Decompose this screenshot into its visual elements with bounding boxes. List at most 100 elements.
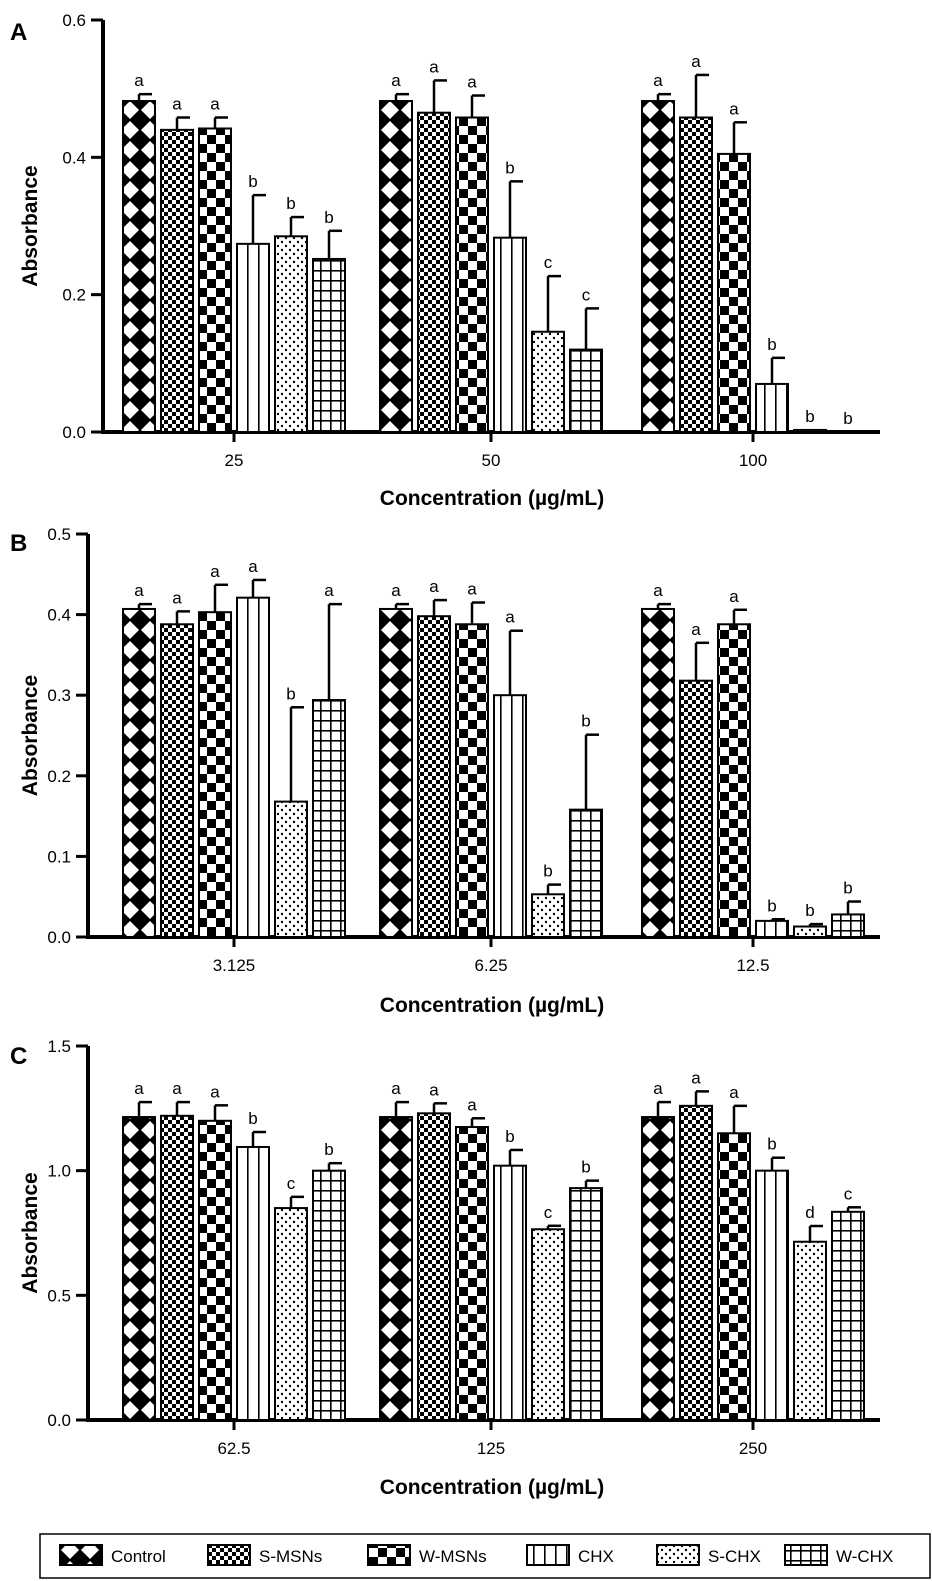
significance-label: b: [286, 194, 295, 213]
significance-label: a: [324, 581, 334, 600]
bar: [417, 615, 451, 938]
bar: [793, 925, 827, 938]
x-tick-label: 250: [739, 1439, 767, 1458]
legend: Control S-MSNs W-MSNs CHX S-CHX W-CHX: [39, 1533, 931, 1579]
y-tick-label: 0.3: [47, 686, 71, 705]
x-axis-title: Concentration (µg/mL): [380, 487, 604, 510]
bar: [493, 1164, 527, 1422]
bar: [679, 116, 713, 434]
x-tick-label: 50: [482, 451, 501, 470]
y-tick-label: 0.0: [47, 1411, 71, 1430]
significance-label: a: [172, 1079, 182, 1098]
bar: [122, 1116, 156, 1422]
bar: [198, 1119, 232, 1422]
bar: [493, 236, 527, 433]
bar: [831, 913, 865, 939]
x-tick-label: 62.5: [217, 1439, 250, 1458]
significance-label: a: [429, 577, 439, 596]
significance-label: b: [324, 1140, 333, 1159]
y-axis-title: Absorbance: [19, 165, 42, 286]
significance-label: b: [767, 896, 776, 915]
bar: [274, 800, 308, 938]
significance-label: c: [544, 1203, 553, 1222]
bar: [531, 1228, 565, 1422]
significance-label: c: [544, 253, 553, 272]
significance-label: b: [248, 1109, 257, 1128]
legend-swatch-w-chx: [784, 1544, 828, 1566]
bar: [455, 1126, 489, 1421]
bar: [122, 607, 156, 938]
x-tick-label: 3.125: [213, 956, 256, 975]
significance-label: a: [210, 562, 220, 581]
bar: [569, 808, 603, 938]
significance-label: b: [505, 1127, 514, 1146]
bar: [236, 1145, 270, 1421]
significance-label: a: [134, 581, 144, 600]
y-tick-label: 0.2: [62, 286, 86, 305]
significance-label: a: [210, 1082, 220, 1101]
significance-label: a: [729, 99, 739, 118]
significance-label: a: [391, 1079, 401, 1098]
bar: [679, 679, 713, 939]
y-axis-title: Absorbance: [19, 1172, 42, 1293]
bar: [679, 1104, 713, 1421]
significance-label: a: [729, 587, 739, 606]
panel-letter: C: [10, 1043, 27, 1070]
y-tick-label: 0.1: [47, 847, 71, 866]
bar: [417, 1112, 451, 1421]
y-tick-label: 1.0: [47, 1162, 71, 1181]
significance-label: a: [505, 608, 515, 627]
bar: [379, 1116, 413, 1422]
y-tick-label: 0.2: [47, 767, 71, 786]
significance-label: a: [391, 71, 401, 90]
bar: [755, 919, 789, 939]
y-axis-title: Absorbance: [19, 675, 42, 796]
panel-a: A 0.0 0.2 0.4 0.6 Absorbance 25 a a a b b b 50 a a a b c c 1…: [10, 11, 880, 510]
legend-label: S-CHX: [708, 1547, 761, 1566]
y-tick-label: 0.5: [47, 1286, 71, 1305]
significance-label: a: [429, 57, 439, 76]
bar: [717, 1132, 751, 1422]
bar: [531, 330, 565, 434]
bar: [455, 116, 489, 434]
significance-label: b: [805, 901, 814, 920]
bar: [236, 242, 270, 433]
bar: [160, 1114, 194, 1422]
legend-swatch-w-msns: [367, 1544, 411, 1566]
panel-letter: B: [10, 530, 27, 557]
bar: [379, 607, 413, 938]
legend-swatch-control: [59, 1544, 103, 1566]
bar: [198, 127, 232, 433]
bar: [160, 623, 194, 938]
panel-b: B 0.0 0.1 0.2 0.3 0.4 0.5 Absorbance 3.125 a a a a b a…: [10, 525, 880, 1017]
significance-label: a: [691, 620, 701, 639]
bar: [641, 100, 675, 433]
panel-letter: A: [10, 19, 27, 46]
significance-label: b: [324, 208, 333, 227]
significance-label: b: [248, 172, 257, 191]
x-tick-label: 25: [225, 451, 244, 470]
significance-label: a: [172, 588, 182, 607]
significance-label: b: [286, 684, 295, 703]
significance-label: a: [429, 1080, 439, 1099]
significance-label: a: [467, 580, 477, 599]
significance-label: a: [210, 95, 220, 114]
significance-label: a: [653, 1079, 663, 1098]
significance-label: b: [505, 158, 514, 177]
significance-label: a: [467, 1095, 477, 1114]
x-axis-title: Concentration (µg/mL): [380, 994, 604, 1017]
bar: [569, 1187, 603, 1421]
significance-label: a: [653, 581, 663, 600]
bar: [755, 382, 789, 433]
significance-label: a: [691, 1068, 701, 1087]
bar: [122, 100, 156, 433]
y-tick-label: 0.4: [47, 606, 71, 625]
bar: [569, 348, 603, 434]
significance-label: b: [805, 407, 814, 426]
bar: [831, 1210, 865, 1421]
legend-swatch-s-msns: [207, 1544, 251, 1566]
significance-label: b: [843, 409, 852, 428]
bar: [312, 699, 346, 939]
bar: [641, 607, 675, 938]
y-tick-label: 0.4: [62, 148, 86, 167]
